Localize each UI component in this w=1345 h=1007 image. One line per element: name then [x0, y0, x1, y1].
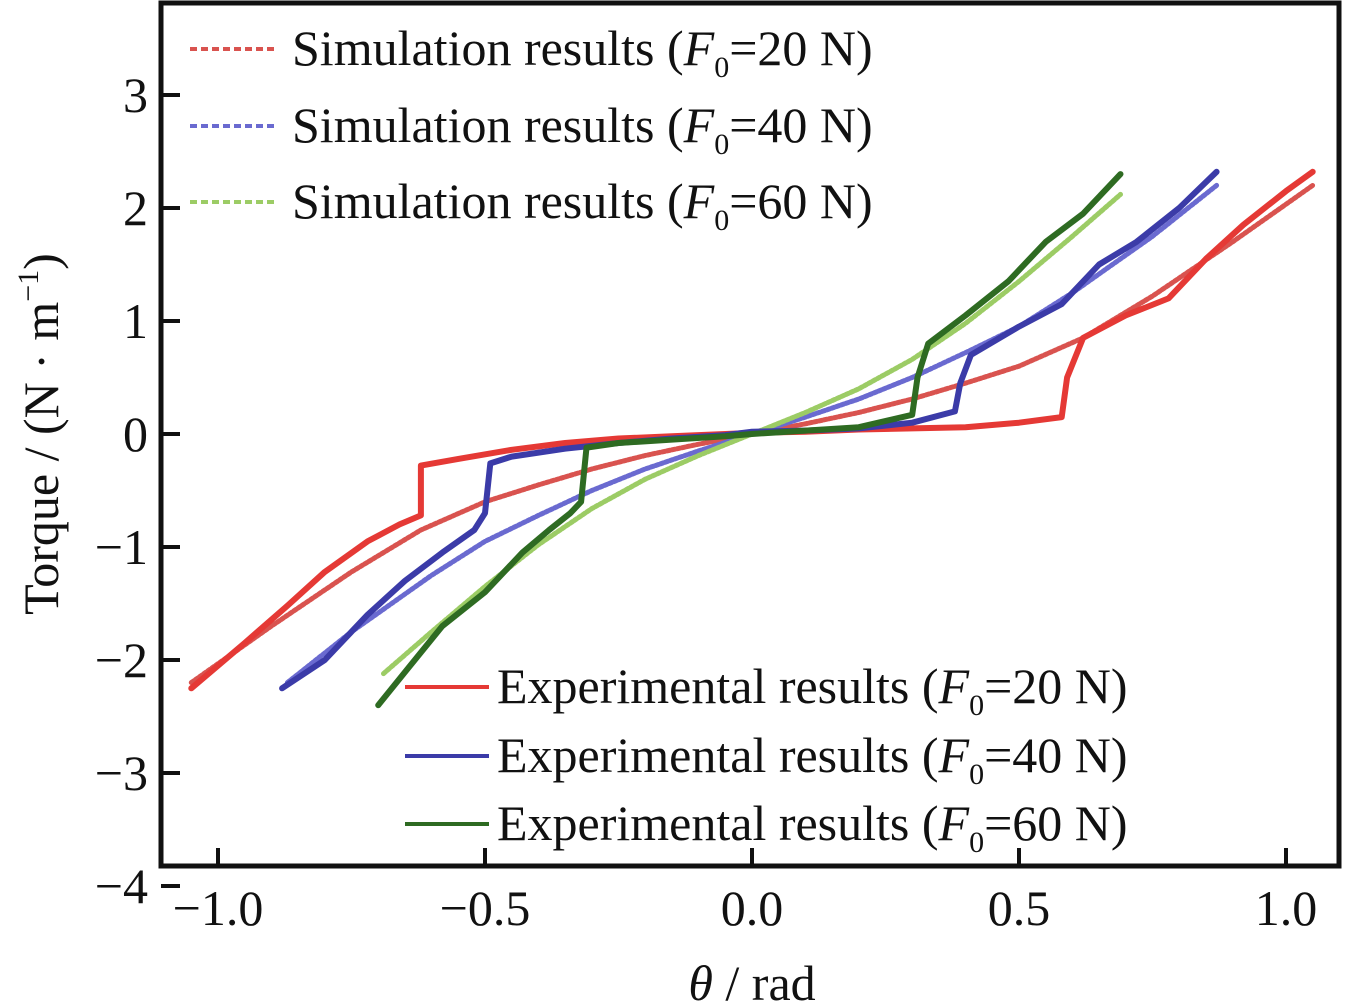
- y-tick-label: −2: [95, 632, 148, 688]
- y-axis: 3 2 1 0 −1 −2 −3 −4: [95, 67, 180, 914]
- x-tick-label: −1.0: [173, 880, 264, 936]
- x-tick-label: −0.5: [440, 880, 531, 936]
- x-axis: −1.0 −0.5 0.0 0.5 1.0: [173, 848, 1318, 936]
- legend-label: Simulation results (F0=40 N): [292, 97, 873, 161]
- y-tick-label: −3: [95, 745, 148, 801]
- legend-label: Simulation results (F0=20 N): [292, 20, 873, 84]
- x-axis-unit: / rad: [713, 955, 816, 1007]
- legend-label: Experimental results (F0=20 N): [497, 658, 1128, 722]
- y-tick-label: 2: [123, 180, 148, 236]
- y-axis-label-close: ): [13, 253, 69, 270]
- y-tick-label: −4: [95, 858, 148, 914]
- series-line-5: [375, 171, 1124, 709]
- legend-label: Simulation results (F0=60 N): [292, 173, 873, 237]
- x-tick-label: 1.0: [1255, 880, 1318, 936]
- y-tick-label: 0: [123, 406, 148, 462]
- y-tick-label: 3: [123, 67, 148, 123]
- y-axis-label-main: Torque / (N · m: [13, 302, 69, 615]
- legend-label: Experimental results (F0=40 N): [497, 727, 1128, 791]
- x-tick-label: 0.0: [721, 880, 784, 936]
- x-tick-label: 0.5: [988, 880, 1051, 936]
- legend-label: Experimental results (F0=60 N): [497, 795, 1128, 859]
- y-tick-label: 1: [123, 293, 148, 349]
- x-axis-title: θ / rad: [688, 955, 815, 1007]
- legend-simulation: Simulation results (F0=20 N) Simulation r…: [190, 20, 873, 237]
- series-layer: [188, 168, 1316, 709]
- y-axis-label-sup: −1: [12, 270, 45, 302]
- x-axis-symbol: θ: [688, 955, 713, 1007]
- legend-experimental: Experimental results (F0=20 N)Experiment…: [405, 658, 1128, 859]
- series-line-4: [279, 168, 1220, 692]
- y-tick-label: −1: [95, 519, 148, 575]
- y-axis-title: Torque / (N · m−1): [12, 253, 69, 615]
